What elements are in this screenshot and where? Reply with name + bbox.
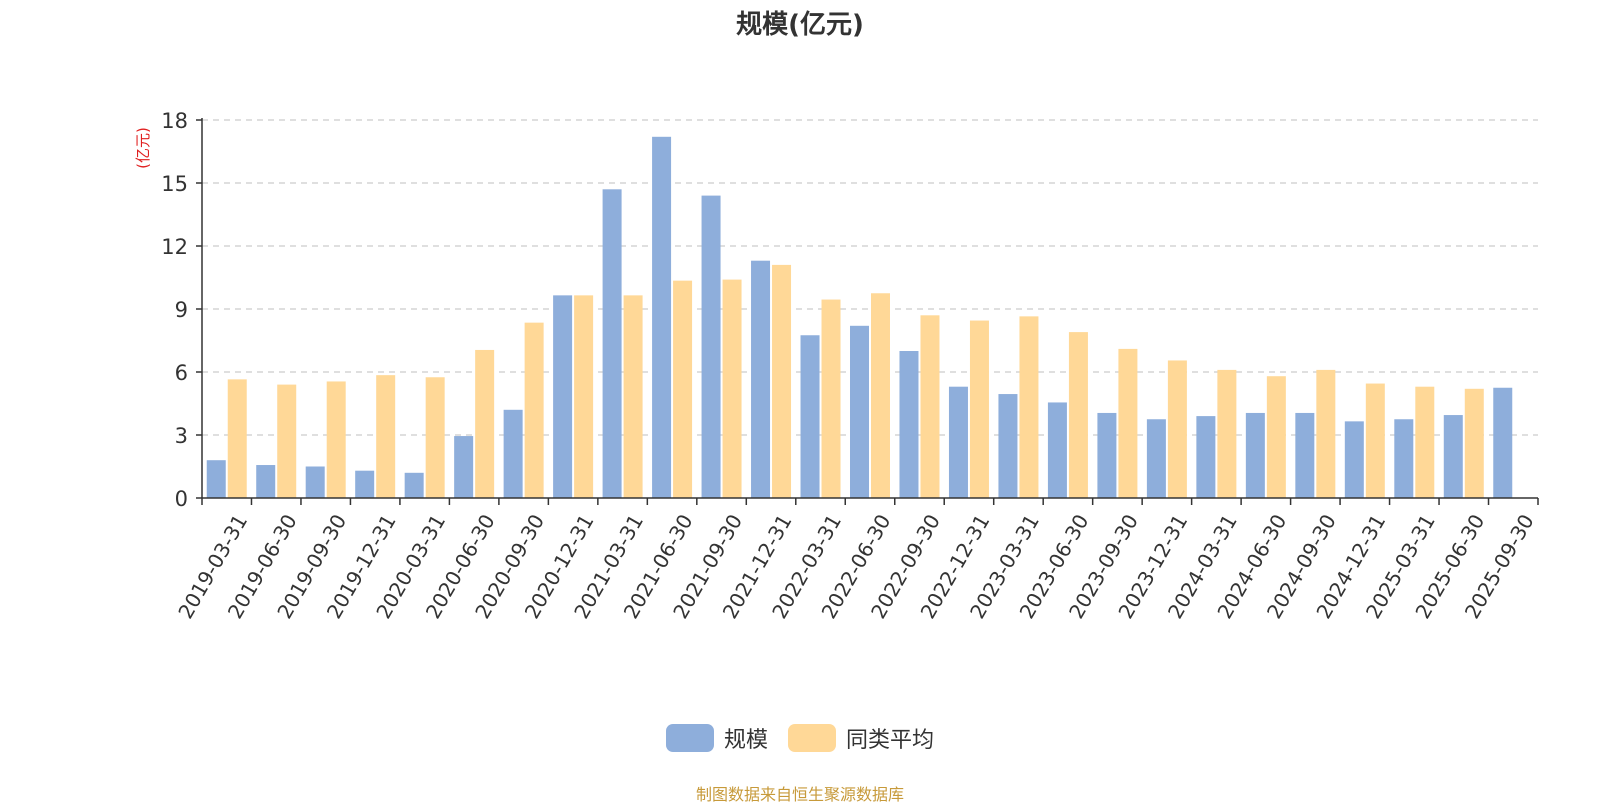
legend-item-peer-average[interactable]: 同类平均 (788, 722, 934, 754)
bar-peer-average[interactable] (772, 264, 792, 498)
bar-scale[interactable] (602, 189, 622, 499)
legend-swatch-scale (665, 724, 714, 752)
bar-scale[interactable] (1047, 402, 1067, 498)
y-tick-label: 9 (175, 298, 188, 322)
bar-scale[interactable] (305, 466, 325, 499)
bar-peer-average[interactable] (1266, 376, 1286, 498)
bar-scale[interactable] (1394, 419, 1414, 498)
bar-scale[interactable] (1295, 412, 1315, 498)
gridlines (202, 119, 1538, 436)
y-tick-label: 12 (161, 235, 188, 259)
y-tick-label: 3 (175, 424, 188, 448)
bar-scale[interactable] (256, 465, 276, 498)
bar-scale[interactable] (503, 409, 523, 498)
bar-scale[interactable] (553, 295, 573, 498)
data-source-note: 制图数据来自恒生聚源数据库 (695, 785, 904, 804)
bar-peer-average[interactable] (1068, 332, 1088, 498)
y-tick-label: 15 (161, 172, 188, 196)
bar-scale[interactable] (355, 470, 375, 498)
bar-peer-average[interactable] (969, 320, 989, 498)
bar-peer-average[interactable] (1316, 369, 1336, 498)
legend: 规模 同类平均 (0, 722, 1600, 754)
bar-scale[interactable] (206, 460, 226, 498)
bar-scale[interactable] (701, 195, 721, 498)
legend-label-scale: 规模 (723, 728, 768, 753)
bar-peer-average[interactable] (574, 295, 594, 498)
bar-scale[interactable] (1493, 387, 1513, 498)
y-tick-label: 6 (175, 361, 188, 385)
legend-label-peer-average: 同类平均 (846, 728, 935, 753)
y-tick-label: 18 (161, 109, 188, 133)
y-tick-label: 0 (175, 487, 188, 511)
bar-peer-average[interactable] (1365, 383, 1385, 498)
bar-scale[interactable] (998, 394, 1018, 498)
bar-peer-average[interactable] (277, 384, 297, 498)
axes (196, 118, 1539, 505)
bar-scale[interactable] (1344, 421, 1364, 498)
bar-scale[interactable] (652, 136, 672, 499)
bar-peer-average[interactable] (376, 375, 396, 498)
bar-peer-average[interactable] (326, 381, 346, 498)
bar-scale[interactable] (1196, 416, 1216, 498)
bar-peer-average[interactable] (722, 279, 742, 498)
bar-peer-average[interactable] (524, 322, 544, 498)
bar-peer-average[interactable] (1464, 388, 1484, 498)
bar-scale[interactable] (454, 436, 474, 498)
bar-scale[interactable] (751, 260, 771, 498)
bar-peer-average[interactable] (425, 377, 445, 498)
bar-scale[interactable] (404, 472, 424, 498)
bar-peer-average[interactable] (1415, 386, 1435, 498)
y-axis-unit-label: (亿元) (134, 127, 152, 169)
bar-peer-average[interactable] (475, 349, 495, 498)
bar-peer-average[interactable] (227, 379, 247, 498)
bar-scale[interactable] (1245, 412, 1265, 498)
bar-peer-average[interactable] (623, 295, 643, 498)
bar-scale[interactable] (899, 351, 919, 498)
y-tick-labels: 0 3 6 9 12 15 18 (161, 109, 188, 511)
bar-peer-average[interactable] (1167, 360, 1187, 498)
bar-peer-average[interactable] (1217, 369, 1237, 498)
bar-peer-average[interactable] (920, 315, 940, 498)
bar-scale[interactable] (948, 386, 968, 498)
bar-scale[interactable] (800, 335, 820, 498)
chart-title: 规模(亿元) (736, 10, 864, 40)
bar-scale[interactable] (1146, 419, 1166, 498)
bar-scale[interactable] (1443, 415, 1463, 498)
legend-item-scale[interactable]: 规模 (665, 722, 768, 754)
legend-swatch-peer-average (788, 724, 836, 752)
bar-peer-average[interactable] (673, 280, 693, 498)
bar-peer-average[interactable] (1118, 348, 1138, 498)
bar-scale[interactable] (850, 325, 869, 498)
bar-scale[interactable] (1097, 412, 1117, 498)
bar-peer-average[interactable] (871, 293, 890, 498)
x-tick-labels: 2019-03-312019-06-302019-09-302019-12-31… (173, 510, 1538, 623)
bar-peer-average[interactable] (1019, 316, 1039, 498)
bar-peer-average[interactable] (821, 299, 841, 498)
bars (206, 136, 1513, 499)
